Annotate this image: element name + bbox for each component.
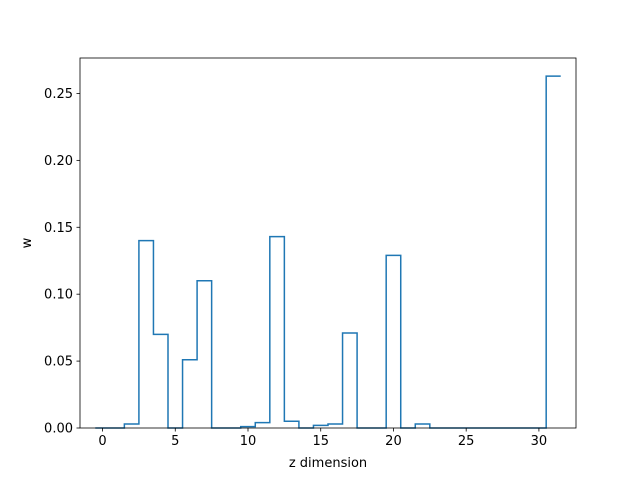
- y-tick-label: 0.15: [44, 221, 73, 236]
- x-axis-label: z dimension: [289, 456, 367, 471]
- axes-background: [80, 58, 576, 428]
- y-tick-label: 0.25: [44, 87, 73, 102]
- plot-area: [80, 58, 576, 428]
- y-tick-label: 0.00: [44, 422, 73, 437]
- x-tick-label: 0: [98, 434, 106, 449]
- x-tick-label: 25: [458, 434, 475, 449]
- x-tick-label: 10: [240, 434, 257, 449]
- x-tick-label: 20: [385, 434, 402, 449]
- x-axis-ticks: 0 5 10 15 20 25 30: [98, 428, 547, 449]
- x-tick-label: 15: [312, 434, 329, 449]
- x-tick-label: 30: [531, 434, 548, 449]
- y-tick-label: 0.10: [44, 288, 73, 303]
- axes-frame: [79, 57, 577, 429]
- y-tick-label: 0.05: [44, 355, 73, 370]
- y-axis-label: w: [20, 237, 35, 248]
- x-tick-label: 5: [171, 434, 179, 449]
- y-tick-label: 0.20: [44, 154, 73, 169]
- y-axis-ticks: 0.00 0.05 0.10 0.15 0.20 0.25: [44, 87, 80, 437]
